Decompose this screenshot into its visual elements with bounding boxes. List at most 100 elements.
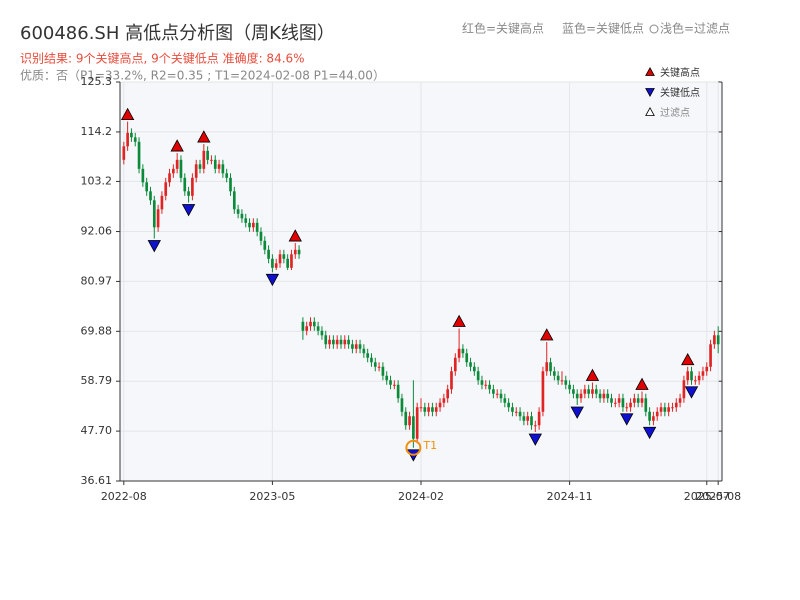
x-tick-label: 2023-05: [249, 490, 295, 503]
legend-label: 关键高点: [660, 66, 700, 79]
candle-body: [644, 398, 648, 412]
candle-body: [610, 398, 613, 403]
x-tick-label: 2024-11: [547, 490, 593, 503]
candle-body: [636, 398, 640, 403]
candle-body: [541, 371, 545, 412]
candle-body: [621, 398, 625, 408]
candle-body: [697, 375, 701, 381]
candle-body: [213, 159, 217, 169]
candle-body: [461, 348, 465, 354]
key-low-marker: [620, 413, 634, 426]
candle-body: [560, 380, 564, 382]
candle-body: [446, 389, 450, 399]
candle-body: [351, 344, 354, 349]
candle-body: [278, 254, 282, 264]
candle-body: [145, 182, 149, 192]
candle-body: [389, 380, 392, 385]
candle-body: [156, 209, 160, 228]
candle-body: [476, 371, 480, 381]
key-high-marker: [681, 352, 695, 366]
candle-body: [202, 150, 206, 169]
candle-body: [518, 411, 522, 417]
candle-body: [587, 389, 590, 394]
x-tick-label: 2024-02: [398, 490, 444, 503]
candle-body: [244, 218, 248, 223]
candle-body: [473, 366, 476, 372]
candle-body: [591, 389, 594, 394]
candle-body: [705, 366, 709, 372]
candle-body: [347, 339, 350, 345]
candle-body: [293, 249, 297, 255]
legend-icon: [645, 106, 655, 116]
y-tick-label: 92.06: [81, 225, 113, 238]
candle-body: [713, 335, 716, 345]
y-tick-label: 36.61: [81, 474, 113, 487]
candle-body: [602, 393, 606, 399]
candle-body: [412, 416, 415, 439]
candle-body: [442, 398, 446, 403]
candle-body: [484, 384, 488, 386]
candle-body: [286, 258, 289, 268]
candle-body: [575, 393, 579, 399]
candle-body: [480, 380, 484, 385]
subtitle: 识别结果: 9个关键高点, 9个关键低点 准确度: 84.6%: [20, 51, 305, 66]
candle-body: [290, 254, 293, 268]
candle-body: [255, 222, 259, 232]
candle-body: [183, 177, 187, 192]
candle-body: [133, 137, 137, 142]
candle-body: [225, 173, 229, 178]
candle-body: [149, 191, 152, 201]
candle-body: [335, 339, 339, 345]
candle-body: [652, 416, 655, 421]
candle-body: [137, 141, 141, 169]
candle-body: [678, 398, 682, 403]
candle-body: [343, 339, 347, 345]
chart-title: 600486.SH 高低点分析图（周K线图）: [20, 23, 335, 44]
candle-body: [553, 371, 556, 376]
candle-body: [537, 411, 541, 426]
candle-body: [179, 159, 183, 178]
y-tick-label: 114.2: [81, 125, 113, 138]
candle-body: [263, 240, 267, 250]
candle-body: [438, 402, 442, 408]
candle-body: [236, 209, 240, 214]
candle-body: [332, 339, 335, 345]
candle-body: [377, 366, 381, 368]
legend-label: 过滤点: [660, 106, 690, 119]
candle-body: [274, 263, 278, 268]
header-legend: 蓝色=关键低点: [562, 22, 644, 36]
candle-body: [423, 407, 427, 412]
candle-body: [594, 389, 598, 394]
candle-body: [693, 380, 697, 382]
candle-body: [141, 168, 145, 183]
key-high-marker: [635, 377, 649, 390]
candle-body: [469, 362, 472, 367]
candle-body: [312, 321, 316, 327]
key-low-marker: [528, 433, 542, 446]
candle-body: [572, 389, 575, 394]
header-legend: 红色=关键高点: [462, 21, 544, 36]
candle-body: [526, 416, 530, 421]
candle-body: [514, 411, 518, 413]
candle-body: [640, 398, 644, 403]
key-low-marker: [147, 240, 161, 253]
candle-body: [328, 339, 331, 345]
candle-body: [465, 353, 469, 363]
y-tick-label: 58.79: [81, 374, 113, 387]
candle-body: [305, 326, 309, 331]
y-tick-label: 69.88: [81, 324, 113, 337]
candle-body: [160, 195, 164, 210]
candle-body: [301, 321, 305, 331]
candle-body: [663, 407, 667, 412]
candle-body: [533, 425, 537, 427]
candle-body: [434, 407, 438, 412]
key-low-marker: [570, 406, 584, 419]
candle-body: [362, 348, 366, 354]
legend-icon: [649, 24, 659, 34]
candle-body: [240, 213, 244, 219]
candle-body: [282, 254, 286, 259]
candle-body: [549, 362, 552, 372]
legend-label: 关键低点: [660, 86, 700, 99]
